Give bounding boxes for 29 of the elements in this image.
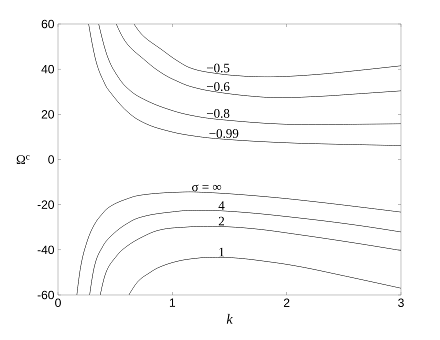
x-tick-label: 3 (398, 298, 404, 308)
annotation: −0.8 (206, 109, 230, 118)
x-tick-label: 0 (55, 298, 61, 308)
y-tick-label: 20 (42, 110, 54, 119)
annotation: −0.99 (209, 129, 238, 138)
annotation: 4 (218, 201, 225, 210)
line-series (100, 226, 401, 295)
line-series (134, 24, 401, 78)
annotation: 2 (218, 216, 224, 226)
x-tick-label: 1 (170, 298, 176, 307)
annotation: 1 (219, 248, 224, 256)
line-series (128, 256, 401, 295)
annotation: −0.5 (206, 64, 230, 72)
line-series (89, 210, 401, 295)
y-tick-label: -40 (38, 246, 54, 254)
y-tick-label: -20 (38, 200, 54, 209)
x-axis-title: k (226, 314, 233, 324)
line-series (76, 192, 401, 295)
y-tick-label: 40 (41, 64, 54, 74)
line-series (116, 24, 401, 98)
y-tick-label: 60 (42, 20, 54, 28)
y-axis-title: Ω$^{c}$ (16, 155, 30, 164)
annotation: σ = ∞ (192, 184, 222, 192)
annotation: −0.6 (206, 82, 230, 91)
x-tick-label: 2 (284, 298, 290, 307)
line-series (88, 24, 401, 146)
y-tick-label: 0 (48, 155, 54, 164)
line-series (98, 24, 401, 125)
y-tick-label: -60 (38, 290, 54, 300)
